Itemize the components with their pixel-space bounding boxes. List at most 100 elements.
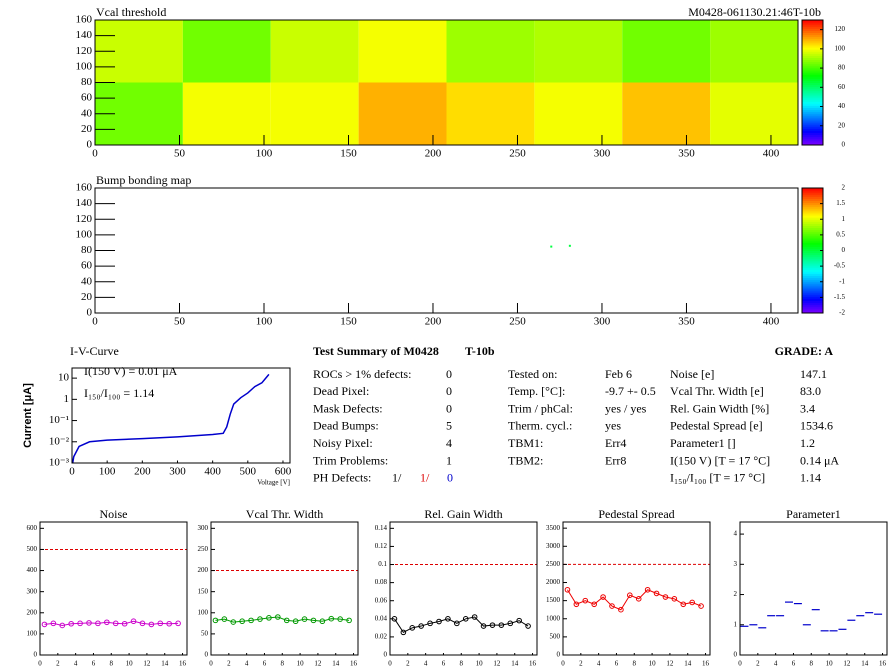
colorbar-step: [802, 194, 823, 197]
x-tick-label: 200: [425, 316, 442, 328]
colorbar-step: [802, 294, 823, 297]
colorbar-step: [802, 202, 823, 206]
colorbar-frame: [801, 19, 824, 146]
x-tick-label: 4: [424, 660, 428, 668]
colorbar-step: [802, 300, 823, 304]
colorbar-step: [802, 213, 823, 216]
colorbar-step: [802, 84, 823, 88]
colorbar-step: [802, 70, 823, 73]
y-tick-label: 1500: [546, 596, 561, 604]
colorbar-step: [802, 22, 823, 25]
summary-value: yes / yes: [605, 401, 647, 415]
y-tick-label: 250: [198, 545, 209, 553]
x-tick-label: 12: [143, 660, 151, 668]
y-tick-label: 140: [76, 197, 93, 209]
marker: [175, 620, 181, 627]
summary-label: TBM2:: [508, 453, 543, 467]
colorbar-step: [802, 80, 823, 83]
colorbar-step: [802, 306, 823, 310]
marker: [409, 625, 416, 631]
y-tick-label: 1: [734, 620, 738, 628]
colorbar-step: [802, 28, 823, 31]
x-tick-label: 4: [597, 660, 601, 668]
summary-value: yes: [605, 419, 621, 433]
heatmap-cell: [710, 20, 798, 83]
x-tick-label: 200: [134, 466, 151, 478]
y-tick-label: 3500: [546, 524, 561, 532]
marker: [418, 623, 424, 629]
heatmap-cell: [710, 82, 798, 145]
colorbar-step: [802, 117, 823, 121]
x-tick-label: 150: [340, 316, 357, 328]
y-tick-label: 140: [76, 29, 93, 41]
colorbar-step: [802, 265, 823, 268]
summary-value: 1: [446, 453, 452, 467]
y-tick-label: 0.14: [375, 524, 388, 532]
colorbar-step: [802, 136, 823, 140]
colorbar-step: [802, 192, 823, 195]
x-tick-label: 400: [763, 316, 780, 328]
colorbar-step: [802, 210, 823, 214]
marker: [400, 629, 407, 636]
x-tick-label: 8: [633, 660, 637, 668]
colorbar-step: [802, 198, 823, 201]
summary-label: I₁₅₀/I₁₀₀ [T = 17 °C]: [670, 471, 765, 485]
colorbar-step: [802, 113, 823, 117]
colorbar-step: [802, 273, 823, 276]
marker: [212, 617, 219, 624]
colorbar-step: [802, 271, 823, 274]
colorbar-step: [802, 126, 823, 129]
colorbar-step: [802, 76, 823, 79]
x-tick-label: 14: [332, 660, 340, 668]
marker: [489, 622, 496, 628]
summary-value: 1534.6: [800, 419, 833, 433]
colorbar-step: [802, 78, 823, 81]
colorbar-step: [802, 140, 823, 144]
colorbar-step: [802, 45, 823, 48]
y-tick-label: 50: [201, 629, 209, 637]
colorbar-tick-label: -0.5: [834, 262, 846, 270]
y-axis-label: Current [μA]: [22, 383, 34, 448]
summary-label: Parameter1 []: [670, 436, 736, 450]
colorbar-step: [802, 86, 823, 90]
heatmap-cell: [358, 20, 447, 83]
y-tick-label: 60: [81, 92, 93, 104]
colorbar-step: [802, 250, 823, 254]
x-tick-label: 0: [38, 660, 42, 668]
marker: [59, 622, 66, 629]
y-tick-label: 0.02: [375, 633, 388, 641]
colorbar-step: [802, 51, 823, 54]
marker: [310, 617, 317, 624]
marker: [462, 616, 469, 622]
chart-title: Noise: [100, 507, 128, 521]
x-tick-label: 10: [826, 660, 834, 668]
summary-label: Noise [e]: [670, 367, 714, 381]
marker: [662, 594, 669, 600]
colorbar-step: [802, 283, 823, 287]
colorbar-step: [802, 42, 823, 46]
heatmap-cell: [622, 82, 711, 145]
summary-label: Tested on:: [508, 367, 557, 381]
heatmap-cell: [270, 82, 359, 145]
summary-label: Dead Bumps:: [313, 419, 379, 433]
colorbar-step: [802, 240, 823, 243]
chart-title: Pedestal Spread: [598, 507, 674, 521]
x-tick-label: 2: [227, 660, 231, 668]
colorbar-step: [802, 105, 823, 108]
x-tick-label: 2: [579, 660, 583, 668]
x-tick-label: 16: [879, 660, 887, 668]
marker: [564, 586, 571, 593]
colorbar-step: [802, 221, 823, 224]
chart-title: Parameter1: [786, 507, 841, 521]
x-tick-label: 14: [511, 660, 519, 668]
colorbar-step: [802, 308, 823, 312]
colorbar-step: [802, 267, 823, 270]
colorbar-step: [802, 258, 823, 262]
colorbar-step: [802, 302, 823, 306]
x-tick-label: 10: [126, 660, 134, 668]
y-tick-label: 0: [734, 651, 738, 659]
y-tick-label: 100: [76, 228, 93, 240]
marker: [104, 619, 110, 626]
marker: [436, 618, 442, 625]
colorbar-step: [802, 34, 823, 38]
